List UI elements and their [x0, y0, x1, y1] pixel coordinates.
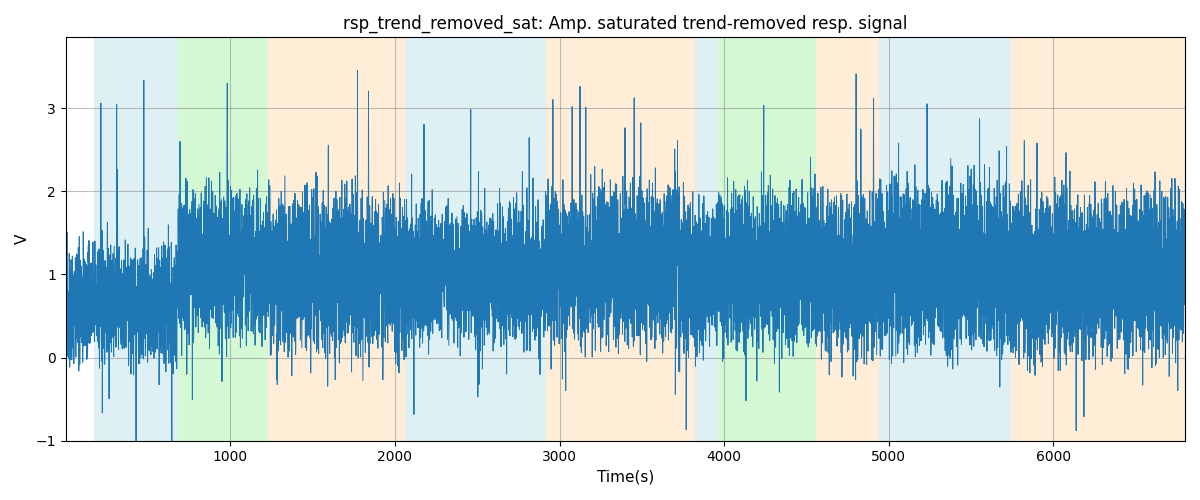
Bar [816, 38, 878, 440]
Bar [695, 38, 718, 440]
Bar [546, 38, 695, 440]
Bar [178, 38, 269, 440]
Bar [269, 38, 404, 440]
Bar [718, 38, 816, 440]
Bar [94, 38, 178, 440]
Bar [404, 38, 546, 440]
Title: rsp_trend_removed_sat: Amp. saturated trend-removed resp. signal: rsp_trend_removed_sat: Amp. saturated tr… [343, 15, 907, 34]
Bar [1010, 38, 1186, 440]
Bar [878, 38, 1010, 440]
X-axis label: Time(s): Time(s) [596, 470, 654, 485]
Y-axis label: V: V [16, 234, 30, 244]
